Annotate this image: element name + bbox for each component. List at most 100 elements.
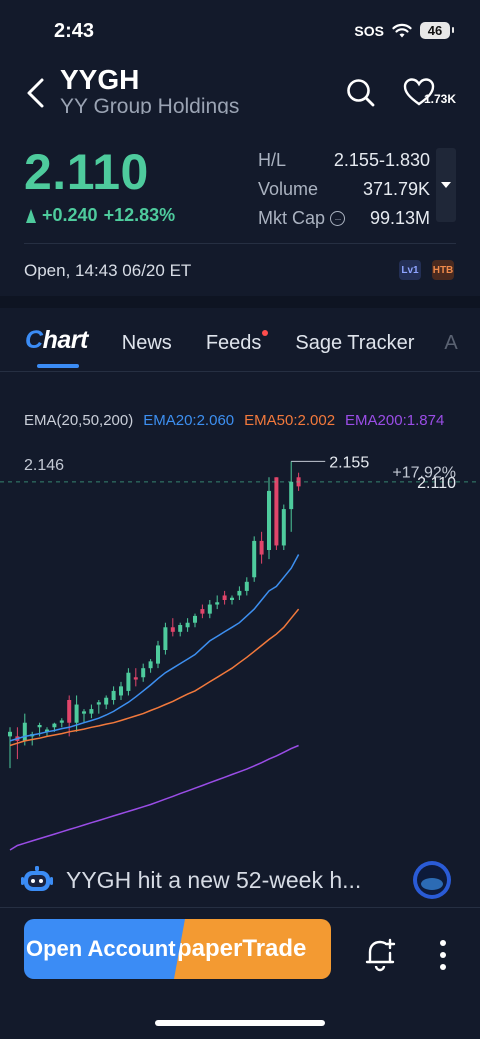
company-name: YY Group Holdings	[60, 95, 240, 114]
stat-market-cap: Mkt Cap ··· 99.13M	[258, 204, 430, 233]
tab-news[interactable]: News	[121, 332, 172, 354]
candle-body	[111, 690, 116, 700]
tab-feeds[interactable]: Feeds	[206, 330, 269, 355]
candle-body	[259, 540, 264, 555]
last-price: 2.110	[24, 144, 149, 200]
expand-stats-button[interactable]	[436, 148, 456, 222]
more-options-icon[interactable]	[436, 938, 450, 972]
ema50-line	[9, 608, 300, 747]
level1-badge[interactable]: Lv1	[399, 260, 421, 280]
change-value: +0.240	[42, 205, 98, 225]
candle	[207, 600, 212, 619]
tab-chart[interactable]: Chart	[25, 326, 89, 368]
divider	[0, 371, 480, 372]
candle-body	[156, 645, 160, 664]
change-percent: +12.83%	[103, 205, 176, 225]
quote-stats: H/L 2.155-1.830 Volume 371.79K Mkt Cap ·…	[258, 146, 430, 233]
candle-body	[37, 725, 42, 728]
candle	[289, 461, 294, 532]
ema50-value: EMA50:2.002	[244, 412, 336, 429]
candle-body	[148, 661, 153, 669]
candle	[104, 695, 109, 710]
candle	[215, 595, 220, 610]
price-chart[interactable]: 2.146 2.110 2.155 +17.92%	[0, 440, 480, 860]
stat-label: Volume	[258, 179, 319, 199]
candle-body	[59, 720, 64, 723]
htb-badge[interactable]: HTB	[432, 260, 454, 280]
search-icon[interactable]	[344, 76, 378, 110]
tab-bar: Chart News Feeds Sage Tracker A	[0, 326, 480, 368]
stat-volume: Volume 371.79K	[258, 175, 430, 204]
ema200-line	[9, 744, 299, 851]
assistant-orb-icon[interactable]	[412, 860, 452, 900]
paper-trade-button[interactable]: paperTrade	[174, 919, 331, 979]
candle-body	[89, 709, 94, 714]
candle	[200, 604, 205, 619]
battery-indicator: 46	[420, 22, 454, 39]
candle-body	[67, 700, 72, 723]
chart-top-price-label: 2.146	[24, 457, 64, 474]
candle	[126, 668, 131, 696]
price-change: +0.240 +12.83%	[26, 205, 175, 226]
candle	[237, 586, 242, 600]
candle-body	[119, 686, 123, 696]
ticker-symbol: YYGH	[60, 64, 140, 95]
candle	[141, 663, 146, 682]
candle	[148, 659, 153, 673]
candle	[67, 695, 72, 737]
candle-body	[230, 597, 234, 600]
candle-body	[237, 590, 242, 596]
stat-label-wrap: Mkt Cap ···	[258, 208, 346, 229]
ema20-value: EMA20:2.060	[143, 412, 235, 429]
candle	[274, 477, 279, 550]
candle	[252, 536, 257, 582]
stat-value: 99.13M	[369, 208, 430, 228]
candle	[267, 477, 271, 560]
candle-body	[252, 540, 257, 578]
chart-logo-rest: hart	[42, 326, 89, 354]
candle-body	[193, 615, 197, 623]
price-alert-bell-icon[interactable]	[362, 936, 398, 972]
candle	[74, 695, 79, 732]
home-indicator[interactable]	[155, 1020, 325, 1026]
candle-body	[126, 672, 131, 691]
alert-text: YYGH hit a new 52-week h...	[66, 866, 362, 893]
candle	[82, 709, 86, 723]
ema-indicator-label: EMA(20,50,200)	[24, 412, 134, 429]
candle-body	[141, 668, 146, 678]
stat-value: 371.79K	[362, 179, 430, 199]
open-account-button[interactable]: Open Account	[24, 919, 186, 979]
candle	[59, 718, 64, 728]
back-arrow-icon[interactable]	[22, 76, 52, 110]
notification-dot	[262, 330, 269, 336]
heart-icon[interactable]	[402, 76, 436, 108]
divider	[0, 907, 480, 908]
info-dots-icon[interactable]: ···	[330, 211, 346, 226]
candle	[163, 622, 168, 655]
candle-body	[267, 490, 271, 550]
market-status: Open, 14:43 06/20 ET	[24, 261, 192, 280]
tab-more[interactable]: A	[444, 332, 458, 354]
candle	[170, 618, 175, 637]
candle	[8, 727, 12, 769]
ema-legend[interactable]: EMA(20,50,200) EMA20:2.060 EMA50:2.002 E…	[24, 412, 444, 429]
candle	[156, 640, 160, 669]
status-time: 2:43	[54, 20, 95, 42]
robot-icon	[21, 866, 53, 891]
candle	[230, 595, 234, 605]
tab-sage-tracker[interactable]: Sage Tracker	[295, 332, 415, 354]
candle	[178, 622, 183, 637]
ema20-line	[9, 554, 300, 742]
stat-value: 2.155-1.830	[333, 150, 430, 170]
candle-body	[45, 729, 49, 732]
high-percent-label: +17.92%	[392, 464, 456, 481]
up-triangle-icon	[26, 208, 36, 223]
candle-body	[163, 627, 168, 650]
candle-body	[22, 722, 27, 741]
stat-label: Mkt Cap	[258, 208, 326, 228]
alert-banner[interactable]: YYGH hit a new 52-week h...	[20, 860, 460, 900]
candle-body	[8, 731, 12, 737]
candle	[185, 618, 190, 632]
last-price-label: 2.110	[417, 475, 456, 492]
candle-body	[74, 704, 79, 723]
